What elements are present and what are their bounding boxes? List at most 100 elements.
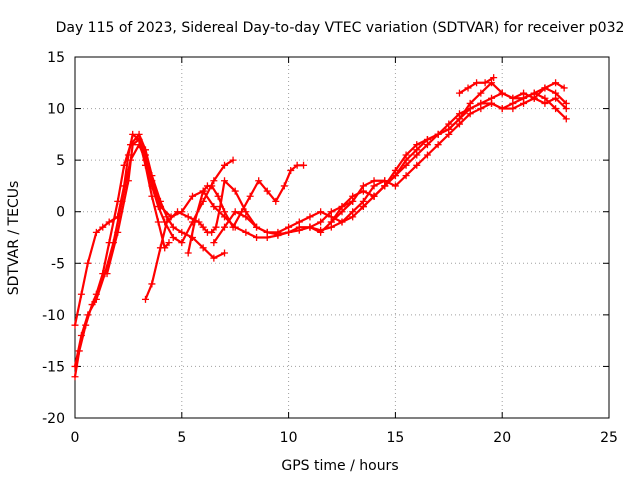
data-point <box>359 203 367 211</box>
data-point <box>391 182 399 190</box>
data-point <box>445 125 453 133</box>
data-point <box>280 182 288 190</box>
data-point <box>317 226 325 234</box>
series-trace-2 <box>71 141 237 370</box>
data-point <box>253 223 261 231</box>
data-point <box>391 172 399 180</box>
data-point <box>300 161 308 169</box>
data-point <box>246 192 254 200</box>
data-point <box>381 182 389 190</box>
data-point <box>370 177 378 185</box>
x-tick-label: 25 <box>600 430 618 446</box>
data-point <box>423 151 431 159</box>
data-point <box>464 84 472 92</box>
series-layer <box>71 74 570 381</box>
data-point <box>71 362 79 370</box>
y-tick-label: 0 <box>56 205 65 221</box>
series-trace-10 <box>359 79 570 211</box>
data-point <box>295 218 303 226</box>
x-tick-label: 15 <box>386 430 404 446</box>
data-point <box>141 295 149 303</box>
data-point <box>552 79 560 87</box>
data-point <box>477 105 485 113</box>
data-point <box>178 228 186 236</box>
data-point <box>490 74 498 82</box>
data-point <box>156 244 164 252</box>
data-point <box>530 94 538 102</box>
data-point <box>306 223 314 231</box>
data-point <box>466 99 474 107</box>
data-point <box>191 218 199 226</box>
series-trace-3 <box>71 130 173 329</box>
data-point <box>541 99 549 107</box>
series-trace-7 <box>210 89 570 247</box>
series-line <box>144 179 386 301</box>
data-point <box>229 156 237 164</box>
series-line <box>73 133 171 327</box>
series-line <box>212 91 568 244</box>
data-point <box>71 373 79 381</box>
data-point <box>370 192 378 200</box>
y-tick-label: -20 <box>42 411 65 427</box>
series-trace-4 <box>103 136 357 278</box>
data-point <box>327 208 335 216</box>
y-axis-label: SDTVAR / TECUs <box>6 181 22 296</box>
data-point <box>541 84 549 92</box>
data-point <box>477 89 485 97</box>
data-point <box>103 270 111 278</box>
data-point <box>221 208 229 216</box>
data-point <box>552 105 560 113</box>
data-point <box>488 99 496 107</box>
data-point <box>92 295 100 303</box>
y-tick-label: 5 <box>56 153 65 169</box>
data-point <box>210 254 218 262</box>
data-point <box>154 218 162 226</box>
data-point <box>156 203 164 211</box>
data-point <box>359 182 367 190</box>
data-point <box>221 161 229 169</box>
x-tick-label: 0 <box>71 430 80 446</box>
series-line <box>73 143 235 368</box>
y-tick-label: 15 <box>47 50 65 66</box>
data-point <box>338 208 346 216</box>
x-tick-label: 5 <box>177 430 186 446</box>
data-point <box>105 218 113 226</box>
data-point <box>221 249 229 257</box>
data-point <box>210 203 218 211</box>
data-point <box>402 156 410 164</box>
data-point <box>231 187 239 195</box>
series-trace-9 <box>327 79 568 226</box>
data-point <box>84 259 92 267</box>
data-point <box>413 161 421 169</box>
data-point <box>188 192 196 200</box>
data-point <box>221 223 229 231</box>
data-point <box>413 146 421 154</box>
data-point <box>199 187 207 195</box>
data-point <box>169 223 177 231</box>
data-point <box>84 311 92 319</box>
data-point <box>92 228 100 236</box>
data-point <box>231 208 239 216</box>
chart-title: Day 115 of 2023, Sidereal Day-to-day VTE… <box>56 20 625 36</box>
data-point <box>77 331 85 339</box>
data-point <box>169 234 177 241</box>
series-trace-11 <box>455 74 498 97</box>
data-point <box>295 226 303 234</box>
series-line <box>362 81 568 208</box>
data-point <box>210 239 218 247</box>
series-trace-6 <box>184 161 308 257</box>
data-point <box>210 177 218 185</box>
data-point <box>317 218 325 226</box>
data-point <box>434 130 442 138</box>
data-point <box>99 223 107 231</box>
data-point <box>208 182 216 190</box>
data-point <box>402 172 410 180</box>
data-point <box>199 244 207 252</box>
data-point <box>552 94 560 102</box>
data-point <box>229 223 237 231</box>
data-point <box>560 84 568 92</box>
data-point <box>129 141 137 149</box>
data-point <box>509 105 517 113</box>
data-point <box>520 99 528 107</box>
